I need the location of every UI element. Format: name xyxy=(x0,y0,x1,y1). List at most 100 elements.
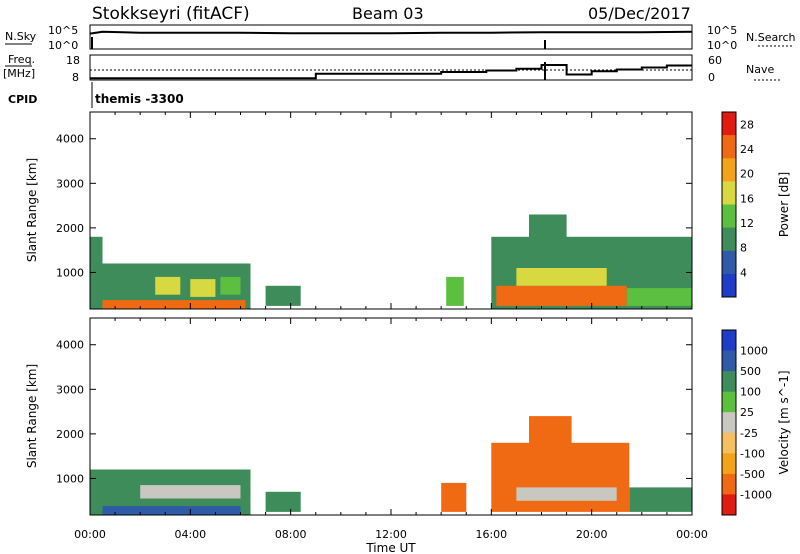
cpid-value: themis -3300 xyxy=(95,92,184,106)
colorbar-swatch xyxy=(722,494,736,516)
heatmap-region xyxy=(220,276,241,295)
colorbar-swatch xyxy=(722,112,736,136)
nsearch-tick-bottom: 10^0 xyxy=(707,39,737,52)
cpid-label: CPID xyxy=(8,93,37,106)
x-tick-labels: 00:00 04:00 08:00 12:00 16:00 20:00 00:00 xyxy=(74,528,708,541)
velocity-ylabel: Slant Range [km] xyxy=(25,364,39,468)
colorbar-tick-label: 20 xyxy=(740,168,754,181)
heatmap-region xyxy=(102,506,241,515)
colorbar-tick-label: 500 xyxy=(740,365,761,378)
colorbar-tick-label: 4 xyxy=(740,266,747,279)
y-tick-label: 4000 xyxy=(56,133,84,146)
velocity-x-ticks xyxy=(89,318,693,515)
x-tick-label: 12:00 xyxy=(375,528,407,541)
x-tick-label: 00:00 xyxy=(676,528,708,541)
colorbar-tick-label: -100 xyxy=(740,447,765,460)
power-heatmap xyxy=(90,214,692,309)
colorbar-tick-label: 12 xyxy=(740,217,754,230)
beam-label: Beam 03 xyxy=(352,4,424,23)
colorbar-swatch xyxy=(722,204,736,229)
y-tick-label: 2000 xyxy=(56,428,84,441)
date-label: 05/Dec/2017 xyxy=(588,4,691,23)
nave-label: Nave xyxy=(746,63,774,76)
colorbar-tick-label: -1000 xyxy=(740,488,772,501)
colorbar-tick-label: 25 xyxy=(740,406,754,419)
colorbar-frame xyxy=(721,111,737,298)
nsky-panel: N.Sky 10^5 10^0 10^5 10^0 N.Search xyxy=(5,24,796,52)
heatmap-region xyxy=(265,491,301,512)
colorbar-tick-label: 1000 xyxy=(740,345,768,358)
y-tick-label: 2000 xyxy=(56,222,84,235)
power-colorbar: 4 8 12 16 20 24 28 Power [dB] xyxy=(721,111,791,298)
power-ylabel: Slant Range [km] xyxy=(25,158,39,262)
heatmap-region xyxy=(140,485,241,499)
nsearch-label: N.Search xyxy=(746,31,796,44)
y-tick-label: 1000 xyxy=(56,472,84,485)
colorbar-swatch xyxy=(722,350,736,372)
heatmap-region xyxy=(629,487,692,512)
freq-label-bottom: [MHz] xyxy=(3,67,35,80)
colorbar-swatch xyxy=(722,391,736,413)
y-tick-label: 3000 xyxy=(56,177,84,190)
colorbar-swatch xyxy=(722,158,736,182)
nsky-frame xyxy=(89,24,693,50)
x-axis-label: Time UT xyxy=(365,541,416,554)
x-tick-label: 04:00 xyxy=(174,528,206,541)
power-y-ticks: 1000 2000 3000 4000 xyxy=(56,133,692,279)
heatmap-region xyxy=(491,442,630,512)
heatmap-region xyxy=(190,279,216,297)
x-tick-label: 20:00 xyxy=(576,528,608,541)
power-x-ticks xyxy=(89,112,693,309)
heatmap-region xyxy=(441,482,467,512)
x-tick-label: 16:00 xyxy=(475,528,507,541)
colorbar-swatch xyxy=(722,473,736,495)
freq-tick-top: 18 xyxy=(66,54,80,67)
nave-tick-top: 60 xyxy=(708,54,722,67)
colorbar-swatch xyxy=(722,432,736,454)
colorbar-tick-label: 24 xyxy=(740,143,754,156)
y-tick-label: 4000 xyxy=(56,339,84,352)
heatmap-region xyxy=(529,214,567,264)
nsky-tick-bottom: 10^0 xyxy=(48,39,78,52)
heatmap-region xyxy=(626,288,692,306)
y-tick-label: 3000 xyxy=(56,383,84,396)
colorbar-tick-label: 16 xyxy=(740,192,754,205)
colorbar-swatch xyxy=(722,273,736,298)
nsky-label: N.Sky xyxy=(5,30,37,43)
colorbar-tick-label: -25 xyxy=(740,427,758,440)
nave-tick-bottom: 0 xyxy=(708,71,715,84)
colorbar-swatch xyxy=(722,371,736,393)
heatmap-region xyxy=(102,300,246,309)
heatmap-region xyxy=(496,285,627,306)
heatmap-region xyxy=(529,416,572,452)
freq-series-line xyxy=(90,64,692,80)
freq-panel: Freq. [MHz] 18 8 60 0 Nave xyxy=(3,53,780,84)
colorbar-tick-label: 100 xyxy=(740,386,761,399)
colorbar-swatch xyxy=(722,330,736,352)
power-panel: 1000 2000 3000 4000 Slant Range [km] 4 8 12 16… xyxy=(25,111,791,310)
colorbar-swatch xyxy=(722,181,736,205)
y-tick-label: 1000 xyxy=(56,266,84,279)
colorbar-swatch xyxy=(722,227,736,252)
colorbar-swatch xyxy=(722,412,736,434)
heatmap-region xyxy=(446,276,464,306)
colorbar-swatch xyxy=(722,135,736,159)
nsearch-tick-top: 10^5 xyxy=(707,24,737,37)
x-tick-label: 08:00 xyxy=(275,528,307,541)
colorbar-label: Power [dB] xyxy=(777,172,791,237)
station-title: Stokkseyri (fitACF) xyxy=(92,4,250,24)
colorbar-label: Velocity [m s^-1] xyxy=(777,370,791,474)
colorbar-swatch xyxy=(722,453,736,475)
freq-tick-bottom: 8 xyxy=(72,71,79,84)
colorbar-tick-label: 28 xyxy=(740,118,754,131)
velocity-heatmap xyxy=(90,416,692,515)
colorbar-tick-label: 8 xyxy=(740,242,747,255)
heatmap-region xyxy=(155,276,181,295)
freq-frame xyxy=(89,54,693,81)
velocity-panel: 1000 2000 3000 4000 Slant Range [km] 1000 50… xyxy=(25,317,791,516)
colorbar-swatch xyxy=(722,250,736,275)
heatmap-region xyxy=(265,285,301,306)
nsky-series-line xyxy=(89,30,693,35)
velocity-y-ticks: 1000 2000 3000 4000 xyxy=(56,339,692,485)
